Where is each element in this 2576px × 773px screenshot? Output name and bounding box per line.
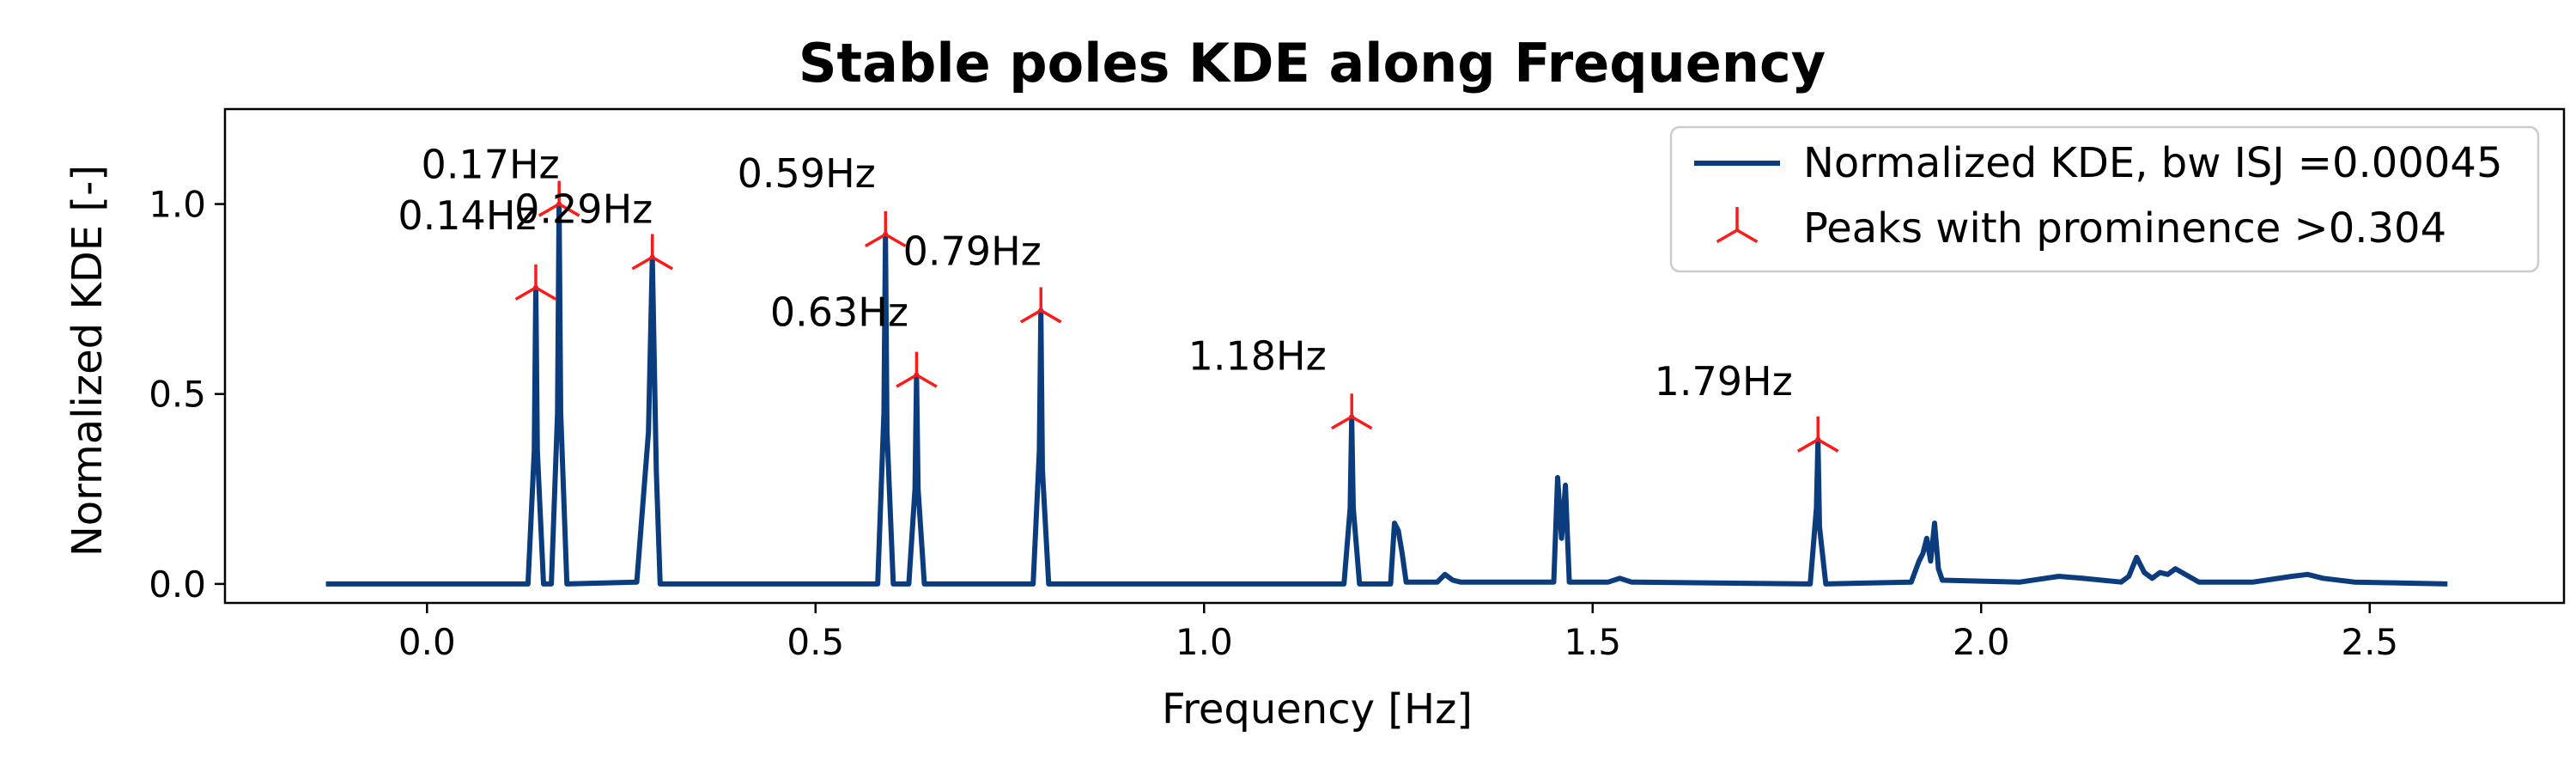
peak-marker [1019,287,1062,324]
peak-annotation: 0.63Hz [770,289,908,336]
peak-marker [1330,393,1373,430]
x-axis-label: Frequency [Hz] [1162,685,1473,733]
legend-peaks-label: Peaks with prominence >0.304 [1803,204,2446,253]
y-tick-label: 1.0 [149,184,206,226]
x-tick-label: 0.0 [398,621,456,663]
y-tick-label: 0.5 [149,374,206,416]
plot-area: 0.0 0.5 1.0 1.5 2.0 2.50.00.51.0 0.14Hz0.17Hz0… [149,107,2566,663]
legend-box [1669,125,2540,273]
peak-annotation: 1.18Hz [1188,332,1327,379]
legend: Normalized KDE, bw ISJ =0.00045 Peaks wit… [1669,125,2540,273]
x-tick-label: 0.5 [787,621,844,663]
peak-annotation: 1.79Hz [1655,358,1793,405]
peak-marker [864,210,907,247]
peak-annotation: 0.59Hz [738,150,876,197]
x-tick-label: 2.5 [2341,621,2398,663]
peak-annotation: 0.29Hz [514,186,653,233]
peak-annotation: 0.79Hz [903,228,1042,274]
x-tick-label: 1.5 [1564,621,1621,663]
peak-marker [896,351,938,388]
peak-marker [1716,207,1759,244]
peak-marker [538,180,580,217]
x-tick-label: 2.0 [1953,621,2010,663]
peak-marker [514,264,557,301]
kde-series-line [325,201,2448,587]
legend-kde-label: Normalized KDE, bw ISJ =0.00045 [1803,139,2502,187]
chart-title: Stable poles KDE along Frequency [799,32,1826,94]
y-tick-label: 0.0 [149,563,206,606]
peak-annotation: 0.14Hz [398,192,536,239]
peak-marker [631,234,673,271]
peak-marker [1796,416,1839,453]
axes-frame [223,107,2566,605]
x-tick-label: 1.0 [1176,621,1233,663]
peak-annotation: 0.17Hz [422,142,560,188]
y-axis-label: Normalized KDE [-] [64,165,112,557]
